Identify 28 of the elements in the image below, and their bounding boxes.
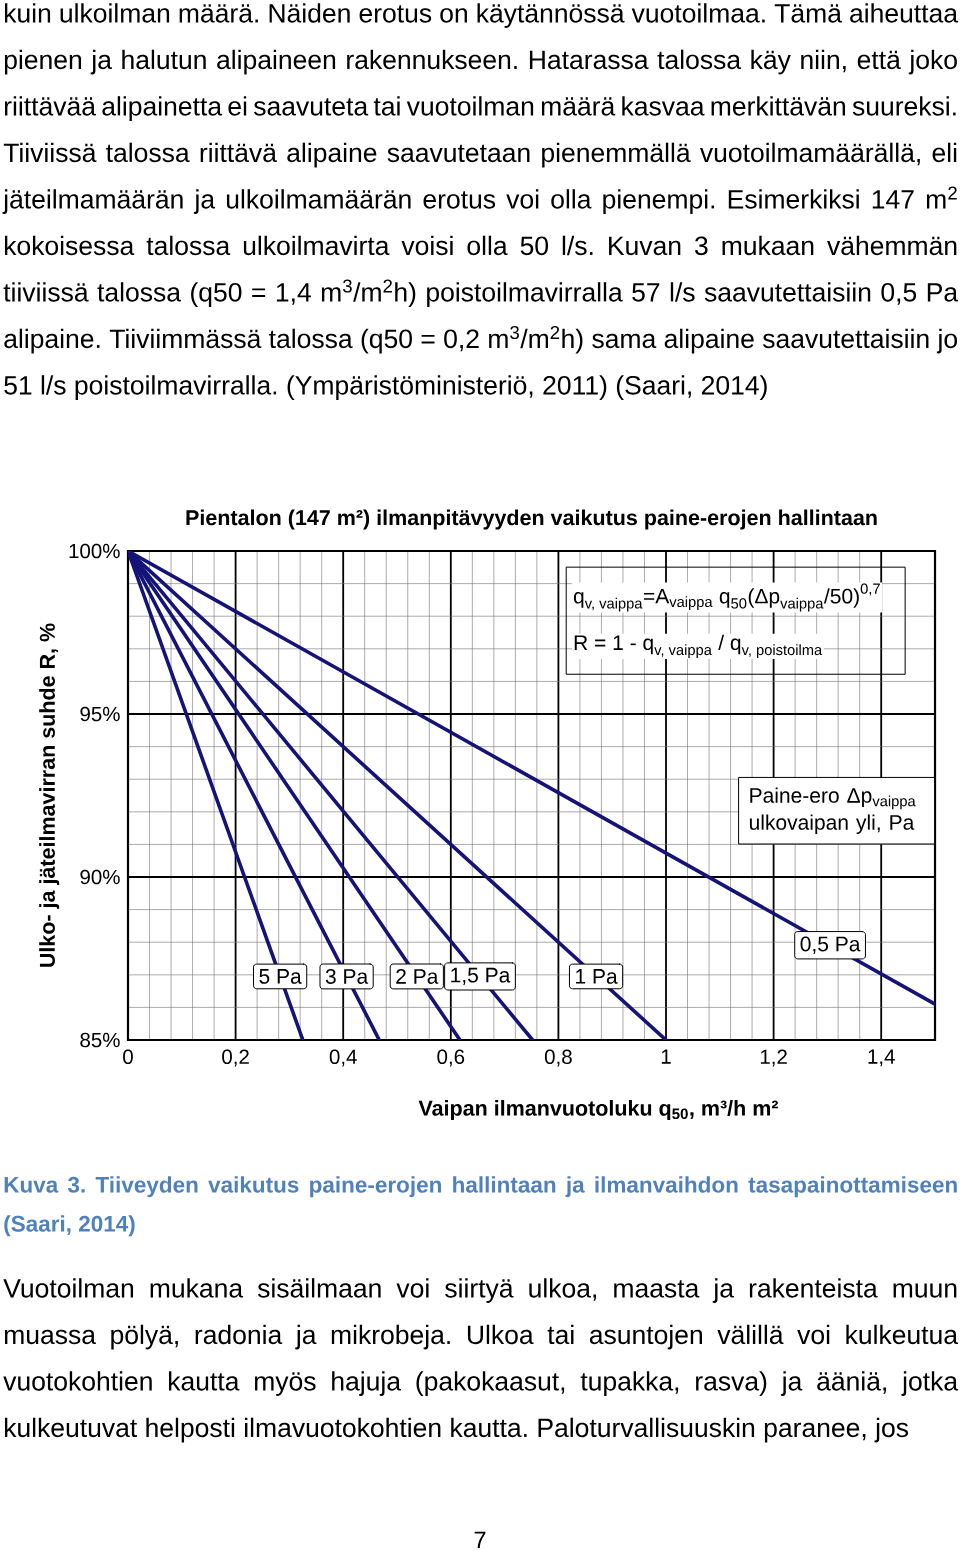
text: Vuotoilman mukana sisäilmaan voi siirtyä ulkoa, maasta ja rakenteista muun muassa pölyä, radonia ja mikrobeja. Ulkoa tai asuntojen välillä voi kulkeutua vuotokohtien kautta myös hajuja (pakokaasut, tupakka, rasva) ja ääniä, jotka kulkeutuvat helposti ilmavuotokohtien kautta. Paloturvallisuuskin paranee, jos bbox=[3, 1278, 959, 1443]
series-label: 2 Pa bbox=[396, 969, 439, 984]
annotation: $\text{q}_{\text{v, vaippa}}\text{=A}_{\text{vaippa}}\text{ q}_{\text{50}}\text{(Δp}_{\text{vaippa}}\text{/50)}^{\text{0,7}}$ bbox=[573, 583, 880, 612]
text: 7 bbox=[474, 1531, 486, 1549]
y-tick-label: 90% bbox=[80, 869, 120, 885]
x-tick-label: 0,6 bbox=[437, 1049, 465, 1067]
x-axis-title: Vaipan ilmanvuotoluku q$_{50}$, m³/h m² bbox=[418, 1100, 779, 1121]
series-label: 0,5 Pa bbox=[800, 936, 861, 954]
text: Kuva 3. Tiiveyden vaikutus paine-erojen hallintaan ja ilmanvaihdon tasapainottamiseen (Saari, 2014) bbox=[4, 1176, 957, 1237]
series-label: 5 Pa bbox=[259, 969, 302, 984]
x-tick-label: 0,2 bbox=[222, 1049, 249, 1067]
series-label: 1,5 Pa bbox=[451, 967, 511, 986]
y-tick-label: 100% bbox=[69, 543, 120, 559]
y-axis-title: Ulko- ja jäteilmavirran suhde R, % bbox=[39, 623, 60, 967]
chart-title: Pientalon (147 m²) ilmanpitävyyden vaikutus paine-erojen hallintaan bbox=[186, 509, 877, 530]
x-tick-label: 1,4 bbox=[868, 1049, 895, 1067]
y-tick-label: 85% bbox=[80, 1032, 120, 1048]
text: kuin ulkoilman määrä. Näiden erotus on käytännössä vuotoilmaa. Tämä aiheuttaa pienen ja halutun alipaineen rakennukseen. Hatarassa talossa käy niin, että joko riittävää alipainetta ei saavuteta tai vuotoilman määrä kasvaa merkittävän suureksi. Tiiviissä talossa riittävä alipaine saavutetaan pienemmällä vuotoilmamäärällä, eli jäteilmamäärän ja ulkoilmamäärän erotus voi olla pienempi. Esimerkiksi 147 m$^{2}$ kokoisessa talossa ulkoilmavirta voisi olla 50 l/s. Kuvan 3 mukaan vähemmän tiiviissä talossa (q50 = 1,4 m$^{3}$/m$^{2}$h) poistoilmavirralla 57 l/s saavutettaisiin 0,5 Pa alipaine. Tiiviimmässä talossa (q50 = 0,2 m$^{3}$/m$^{2}$h) sama alipaine saavutettaisiin jo 51 l/s poistoilmavirralla. (Ympäristöministeriö, 2011) (Saari, 2014) bbox=[2, 3, 959, 400]
x-tick-label: 1,2 bbox=[760, 1049, 787, 1067]
y-tick-label: 95% bbox=[80, 706, 120, 722]
x-tick-label: 1 bbox=[661, 1049, 671, 1064]
series-label: 3 Pa bbox=[325, 969, 369, 984]
x-tick-label: 0,4 bbox=[329, 1049, 357, 1067]
series-label: 1 Pa bbox=[576, 969, 618, 984]
legend-title: Paine-ero Δp$_{vaippa}$ ulkovaipan yli, Pa bbox=[749, 787, 916, 835]
x-tick-label: 0,8 bbox=[544, 1049, 572, 1067]
x-tick-label: 0 bbox=[123, 1049, 133, 1065]
annotation: $\text{R = 1 - q}_{\text{v, vaippa}}\text{ / q}_{\text{v, poistoilma}}$ bbox=[574, 634, 823, 659]
